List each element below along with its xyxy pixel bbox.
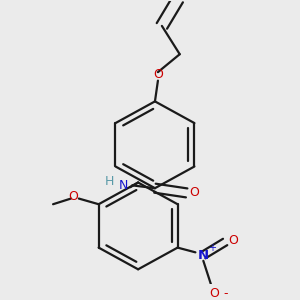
Text: O: O	[68, 190, 78, 203]
Text: O: O	[153, 68, 163, 80]
Text: -: -	[223, 287, 227, 300]
Text: O: O	[190, 186, 200, 200]
Text: H: H	[105, 175, 114, 188]
Text: O: O	[228, 234, 238, 247]
Text: N: N	[118, 179, 128, 192]
Text: O: O	[209, 287, 219, 300]
Text: +: +	[208, 243, 216, 253]
Text: N: N	[198, 249, 209, 262]
